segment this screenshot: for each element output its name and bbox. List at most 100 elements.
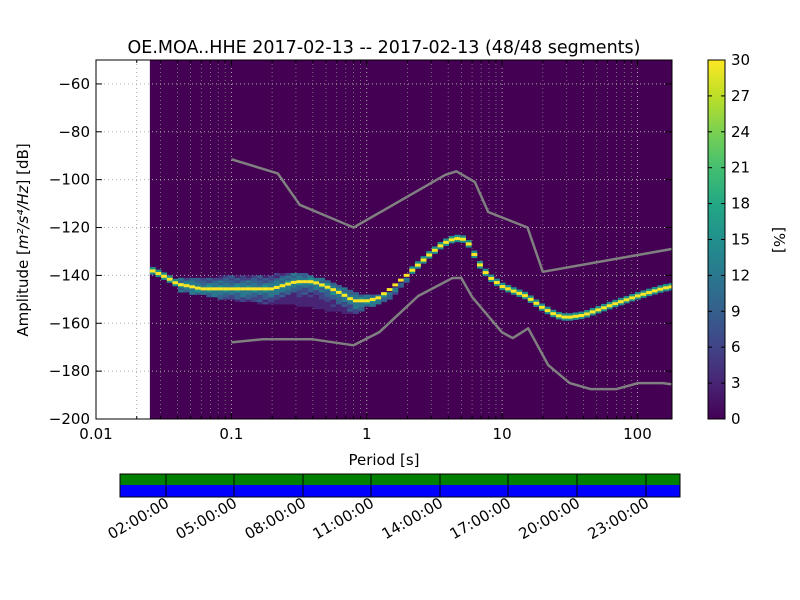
heatmap-cell [352,301,359,305]
heatmap-cell [273,294,280,298]
heatmap-cell [324,294,331,298]
heatmap-cell [257,289,263,293]
heatmap-cell [234,277,241,281]
heatmap-cell [273,299,280,303]
heatmap-cell [352,296,359,300]
heatmap-cell [279,299,286,303]
heatmap-cell [194,277,201,281]
heatmap-cell [544,311,551,315]
heatmap-mode-cell [228,287,235,291]
heatmap-cell [245,296,252,300]
heatmap-cell [206,280,213,283]
heatmap-mode-cell [296,280,303,284]
heatmap-cell [290,273,297,276]
heatmap-mode-cell [302,280,309,284]
heatmap-cell [341,301,348,305]
heatmap-cell [223,280,230,283]
heatmap-mode-cell [550,312,557,316]
heatmap-mode-cell [533,301,540,305]
heatmap-cell [279,287,286,291]
heatmap-cell [302,296,309,300]
heatmap-cell [313,292,320,295]
heatmap-cell [234,294,241,298]
y-tick-label: −160 [49,314,90,332]
heatmap-cell [240,282,247,286]
heatmap-cell [189,280,196,283]
heatmap-cell [178,284,185,288]
heatmap-cell [426,255,433,259]
heatmap-cell [240,277,247,281]
heatmap-cell [307,275,314,279]
heatmap-cell [640,295,647,298]
heatmap-cell [539,303,545,307]
heatmap-cell [617,297,624,301]
heatmap-cell [403,277,410,281]
heatmap-cell [319,301,326,305]
colorbar-label: [%] [770,227,788,253]
heatmap-cell [194,292,201,295]
y-axis: −60 −80 −100 −120 −140 −160 −180 −200 [49,75,672,428]
heatmap-cell [341,306,348,310]
heatmap-mode-cell [217,287,224,291]
heatmap-mode-cell [240,287,247,291]
heatmap-cell [364,301,371,305]
y-axis-label-suffix: ] [dB] [14,143,32,185]
heatmap-mode-cell [403,273,410,277]
heatmap-mode-cell [290,280,297,284]
heatmap-cell [273,296,280,300]
heatmap-cell [194,289,201,293]
heatmap-mode-cell [313,281,320,285]
heatmap-cell [251,277,258,281]
colorbar-tick-label: 9 [731,302,741,320]
heatmap-mode-cell [465,242,472,246]
heatmap-mode-cell [273,285,280,289]
heatmap-cell [245,294,252,298]
heatmap-cell [189,287,196,291]
heatmap-cell [335,301,342,305]
heatmap-cell [335,284,342,288]
heatmap-cell [341,299,348,303]
heatmap-cell [290,277,297,281]
heatmap-mode-cell [341,293,348,297]
heatmap-cell [324,299,331,303]
heatmap-cell [228,275,235,279]
heatmap-cell [290,287,297,291]
x-tick-label: 0.1 [219,425,243,443]
heatmap-mode-cell [612,302,619,306]
heatmap-cell [268,299,275,303]
heatmap-cell [307,301,314,305]
heatmap-cell [527,300,534,303]
heatmap-cell [262,292,269,295]
heatmap-cell [561,317,568,321]
heatmap-cell [375,294,382,298]
heatmap-cell [285,294,292,298]
heatmap-cell [668,287,672,291]
heatmap-cell [251,280,258,283]
heatmap-cell [268,301,275,305]
heatmap-cell [279,280,286,283]
heatmap-cell [584,314,591,318]
heatmap-cell [262,280,269,283]
heatmap-cell [217,275,224,279]
heatmap-cell [296,294,303,298]
heatmap-cell [324,306,331,310]
heatmap-cell [324,304,331,307]
heatmap-cell [206,289,213,293]
heatmap-cell [364,294,371,298]
heatmap-cell [262,294,269,298]
heatmap-mode-cell [629,296,636,300]
heatmap-cell [358,296,365,300]
heatmap-cell [257,299,263,303]
heatmap-cell [268,277,275,281]
heatmap-cell [657,285,664,288]
heatmap-cell [369,294,376,298]
heatmap-cell [211,294,218,298]
heatmap-cell [302,282,309,286]
y-tick-label: −60 [58,75,90,93]
heatmap-cell [234,284,241,288]
heatmap-cell [183,287,190,291]
heatmap-cell [324,287,331,291]
heatmap-mode-cell [499,285,506,289]
heatmap-mode-cell [347,297,354,301]
